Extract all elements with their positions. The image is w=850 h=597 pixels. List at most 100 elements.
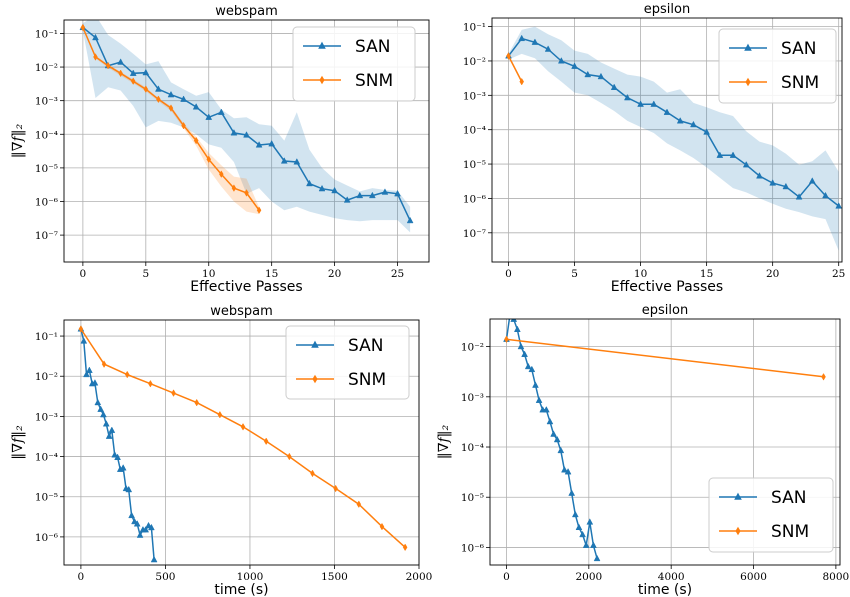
data-point-san xyxy=(306,179,313,187)
axes-frame xyxy=(63,319,420,566)
plot-series xyxy=(505,26,842,251)
data-point-san xyxy=(243,131,250,138)
data-point-san xyxy=(650,100,658,107)
data-point-san xyxy=(568,489,576,496)
data-point-san xyxy=(119,464,127,471)
data-point-san xyxy=(742,160,750,168)
data-point-san xyxy=(716,151,724,158)
chart-title: webspam xyxy=(215,4,278,19)
data-point-san xyxy=(557,446,565,454)
legend-marker-snm xyxy=(745,77,751,87)
data-point-san xyxy=(394,189,401,197)
y-tick-label: 10⁻¹ xyxy=(463,22,486,34)
x-tick-label: 5 xyxy=(571,268,578,280)
data-point-san xyxy=(769,179,777,186)
y-tick-label: 10⁻² xyxy=(461,342,484,354)
data-point-snm xyxy=(105,61,111,70)
data-point-san xyxy=(507,311,513,317)
y-tick-label: 10⁻⁶ xyxy=(463,193,486,205)
y-tick-label: 10⁻² xyxy=(35,62,58,74)
series-line-snm xyxy=(506,338,824,378)
x-tick-label: 0 xyxy=(505,268,512,280)
x-tick-label: 5 xyxy=(142,268,149,280)
data-point-san xyxy=(128,511,136,519)
data-point-snm xyxy=(78,325,84,333)
data-point-san xyxy=(690,120,697,128)
data-point-snm xyxy=(356,500,362,509)
data-point-san xyxy=(553,435,561,443)
data-point-san xyxy=(531,38,539,45)
data-point-san xyxy=(255,141,263,148)
plot-series xyxy=(503,311,826,562)
y-tick-label: 10⁻⁵ xyxy=(463,159,486,171)
data-point-snm xyxy=(244,189,249,197)
legend: SAN SNM xyxy=(708,477,834,553)
data-point-san xyxy=(571,510,579,518)
data-point-san xyxy=(142,68,150,76)
legend-marker-snm xyxy=(312,374,318,384)
x-tick-label: 15 xyxy=(700,268,713,280)
y-axis-label: ‖∇f‖₂ xyxy=(10,425,26,460)
data-point-san xyxy=(663,108,671,115)
chart-bottom-left: 0 500 1000 1500 2000 10⁻⁶ 10⁻⁵ 10⁻⁴ 10⁻³ 10⁻² 10⁻¹… xyxy=(10,304,432,597)
data-point-snm xyxy=(181,121,186,130)
x-tick-label: 25 xyxy=(391,268,404,280)
data-point-san xyxy=(582,541,590,548)
data-point-snm xyxy=(124,370,130,379)
x-axis-label: Effective Passes xyxy=(611,279,723,295)
x-tick-label: 0 xyxy=(503,571,510,583)
y-tick-label: 10⁻⁴ xyxy=(35,452,58,464)
x-tick-label: 20 xyxy=(766,268,779,280)
data-point-snm xyxy=(143,85,149,93)
data-point-snm xyxy=(333,484,338,493)
y-tick-label: 10⁻⁴ xyxy=(463,125,486,137)
data-point-san xyxy=(808,177,816,184)
data-point-san xyxy=(180,95,187,102)
plot-series xyxy=(77,325,408,563)
y-axis-label: ‖∇f‖₂ xyxy=(436,424,452,459)
axes-frame xyxy=(63,19,430,263)
data-point-san xyxy=(544,45,552,52)
data-point-san xyxy=(729,151,737,158)
data-point-snm xyxy=(402,543,408,552)
series-line-snm xyxy=(507,55,523,82)
x-tick-label: 2000 xyxy=(406,571,433,583)
x-tick-label: 2000 xyxy=(575,571,602,583)
data-point-snm xyxy=(240,423,246,431)
data-point-san xyxy=(114,453,121,461)
y-tick-label: 10⁻⁷ xyxy=(35,230,58,242)
data-point-snm xyxy=(310,469,315,478)
x-tick-label: 1500 xyxy=(321,571,348,583)
chart-title: webspam xyxy=(210,304,273,319)
y-tick-label: 10⁻² xyxy=(463,56,486,68)
data-point-san xyxy=(575,523,583,531)
legend-box xyxy=(292,26,416,102)
band-san xyxy=(508,26,839,251)
data-point-san xyxy=(564,468,572,475)
data-point-san xyxy=(535,396,543,403)
axes-frame xyxy=(489,318,841,566)
data-point-san xyxy=(406,216,414,224)
data-point-san xyxy=(597,72,605,80)
data-point-san xyxy=(795,193,803,200)
data-point-san xyxy=(268,139,276,147)
data-point-san xyxy=(111,451,119,458)
data-point-san xyxy=(579,530,586,538)
data-point-san xyxy=(703,128,711,135)
data-point-san xyxy=(623,93,631,101)
data-point-san xyxy=(586,518,594,525)
y-tick-label: 10⁻³ xyxy=(35,96,58,108)
data-point-snm xyxy=(148,379,153,388)
data-point-san xyxy=(368,191,376,199)
data-point-san xyxy=(593,554,601,562)
data-point-san xyxy=(136,531,144,538)
x-tick-label: 1000 xyxy=(237,571,264,583)
plot-series xyxy=(79,20,414,233)
legend-label-san: SAN xyxy=(355,37,390,57)
data-point-san xyxy=(637,100,644,107)
y-tick-label: 10⁻¹ xyxy=(35,28,58,40)
x-tick-label: 10 xyxy=(634,268,647,280)
y-tick-label: 10⁻¹ xyxy=(35,331,58,343)
x-axis-label: Effective Passes xyxy=(190,279,302,295)
y-tick-label: 10⁻³ xyxy=(461,392,484,404)
